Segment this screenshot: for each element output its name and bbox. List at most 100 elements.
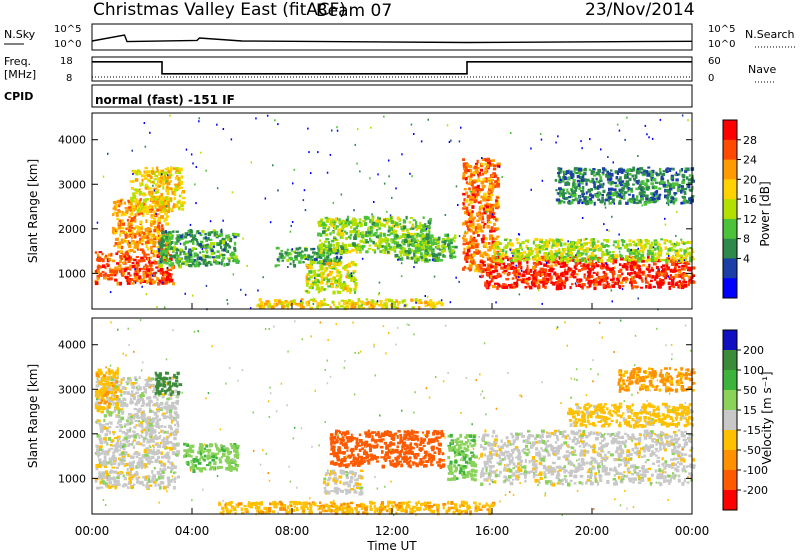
freq-label-2: [MHz]	[4, 68, 36, 81]
beam-label: Beam 07	[316, 1, 392, 21]
colorbar-tick-label: -15	[743, 424, 761, 437]
nave-tick-bottom: 0	[708, 73, 714, 84]
colorbar-segment	[723, 218, 737, 240]
colorbar-segment	[723, 490, 737, 511]
power-colorbar-label: Power [dB]	[758, 181, 772, 246]
nsky-label: N.Sky	[4, 28, 36, 41]
colorbar-tick-label: -100	[743, 464, 768, 477]
colorbar-tick-label: 12	[743, 213, 757, 226]
scatter-region	[447, 433, 478, 482]
y-tick-label: 1000	[58, 267, 86, 280]
station-title: Christmas Valley East (fitACF)	[93, 0, 346, 20]
nsearch-label: N.Search	[745, 28, 795, 41]
colorbar-segment	[723, 258, 737, 279]
colorbar-tick-label: 8	[743, 233, 750, 246]
noise-points	[95, 319, 694, 516]
scatter-region	[94, 251, 175, 286]
cpid-panel: CPID normal (fast) -151 IF	[4, 84, 693, 108]
velocity-ylabel: Slant Range [km]	[26, 364, 40, 468]
colorbar-segment	[723, 278, 737, 299]
colorbar-segment	[723, 238, 737, 259]
colorbar-tick-label: 4	[743, 252, 750, 265]
colorbar-tick-label: 15	[743, 404, 757, 417]
x-tick-label: 04:00	[175, 524, 210, 538]
power-ylabel: Slant Range [km]	[26, 159, 40, 263]
colorbar-segment	[723, 179, 737, 200]
colorbar-segment	[723, 370, 737, 391]
scatter-region	[617, 367, 696, 393]
scatter-region	[154, 371, 183, 396]
nsearch-tick-top: 10^5	[708, 24, 735, 35]
scatter-region	[567, 402, 694, 429]
colorbar-segment	[723, 330, 737, 351]
scatter-region	[322, 469, 364, 496]
velocity-colorbar: 200 100 50 15 -15 -50 -100 -200	[722, 329, 768, 511]
nave-label: Nave	[748, 63, 776, 76]
colorbar-segment	[723, 410, 737, 431]
colorbar-segment	[723, 120, 737, 141]
scatter-region	[480, 429, 696, 487]
nsky-line	[91, 34, 693, 44]
x-tick-label: 16:00	[475, 524, 510, 538]
colorbar-segment	[723, 139, 737, 161]
scatter-region	[317, 215, 432, 255]
y-tick-label: 2000	[58, 223, 86, 236]
y-tick-label: 3000	[58, 178, 86, 191]
scatter-region	[554, 166, 695, 206]
freq-label-1: Freq.	[4, 55, 31, 68]
x-tick-label: 20:00	[575, 524, 610, 538]
scatter-region	[183, 442, 240, 473]
velocity-panel: 1000 2000 3000 4000 00:00 04:00 08:00 12:00 16:…	[26, 303, 709, 553]
scatter-region	[218, 500, 496, 516]
y-tick-label: 4000	[58, 134, 86, 147]
freq-panel: Freq. [MHz] 18 8 60 0 Nave	[4, 55, 776, 84]
scatter-region	[94, 367, 120, 411]
colorbar-tick-label: 200	[743, 344, 764, 357]
x-tick-label: 00:00	[675, 524, 710, 538]
freq-line	[92, 60, 692, 75]
colorbar-tick-label: 100	[743, 364, 764, 377]
colorbar-tick-label: 20	[743, 173, 757, 186]
date-label: 23/Nov/2014	[585, 0, 695, 20]
nsky-tick-bottom: 10^0	[54, 39, 81, 50]
colorbar-tick-label: 50	[743, 384, 757, 397]
colorbar-segment	[723, 430, 737, 451]
scatter-region	[129, 166, 186, 215]
power-colorbar: 28 24 20 16 12 8 4	[722, 119, 757, 299]
scatter-region	[462, 157, 501, 273]
scatter-region	[492, 237, 695, 264]
x-axis-label: Time UT	[366, 539, 417, 553]
colorbar-segment	[723, 350, 737, 371]
colorbar-tick-label: 16	[743, 193, 757, 206]
cpid-mode: normal (fast) -151 IF	[95, 93, 235, 107]
velocity-colorbar-label: Velocity [m s⁻¹]	[760, 371, 774, 464]
scatter-region	[94, 376, 181, 490]
x-tick-label: 08:00	[275, 524, 310, 538]
colorbar-segment	[723, 450, 737, 471]
nave-tick-top: 60	[708, 56, 721, 67]
scatter-region	[256, 297, 444, 311]
scatter-region	[329, 429, 446, 469]
colorbar-tick-label: -200	[743, 484, 768, 497]
scatter-region	[304, 260, 358, 295]
x-tick-label: 00:00	[75, 524, 110, 538]
y-tick-label: 3000	[58, 383, 86, 396]
nsky-tick-top: 10^5	[54, 24, 81, 35]
nsky-panel: N.Sky 10^5 10^0 10^5 10^0 N.Search	[4, 23, 795, 51]
scatter-region	[392, 233, 458, 264]
y-tick-label: 1000	[58, 472, 86, 485]
colorbar-tick-label: 24	[743, 154, 757, 167]
y-tick-label: 2000	[58, 428, 86, 441]
colorbar-segment	[723, 159, 737, 180]
cpid-label: CPID	[4, 90, 33, 103]
power-panel: 1000 2000 3000 4000 Slant Range [km]	[26, 112, 696, 311]
colorbar-segment	[723, 199, 737, 220]
x-tick-label: 12:00	[375, 524, 410, 538]
colorbar-tick-label: 28	[743, 134, 757, 147]
y-tick-label: 4000	[58, 339, 86, 352]
noise-points	[96, 114, 689, 311]
scatter-region	[157, 229, 240, 269]
freq-tick-bottom: 8	[66, 73, 72, 84]
colorbar-tick-label: -50	[743, 444, 761, 457]
